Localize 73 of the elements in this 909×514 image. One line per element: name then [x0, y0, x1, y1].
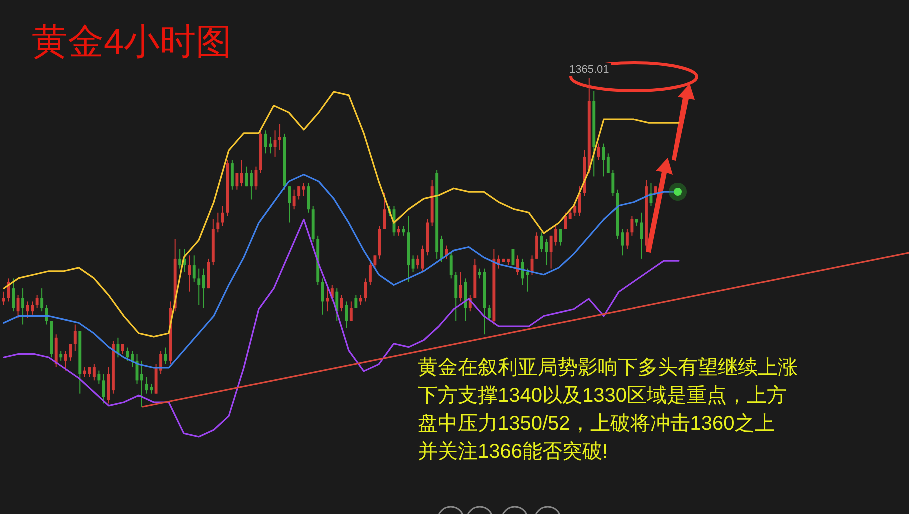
candlestick — [578, 186, 582, 217]
candlestick — [2, 291, 6, 306]
candlestick — [22, 288, 25, 326]
candlestick — [559, 228, 562, 246]
title: 黄金4小时图 — [32, 21, 232, 62]
candlestick — [564, 212, 568, 230]
text: 1365.01 — [569, 64, 610, 76]
candlestick — [368, 262, 372, 286]
candlestick — [230, 160, 234, 190]
candlestick — [416, 255, 420, 270]
candlestick — [364, 278, 368, 302]
candlestick — [16, 294, 20, 319]
candlestick — [40, 288, 44, 312]
annotation: 盘中压力1350/52，上破将冲击1360之上 — [418, 413, 775, 435]
candlestick — [188, 255, 192, 292]
candlestick — [36, 294, 39, 309]
candlestick — [216, 212, 220, 234]
candlestick — [326, 288, 330, 312]
candlestick — [192, 255, 196, 282]
candlestick — [345, 301, 348, 329]
candlestick — [245, 166, 248, 188]
candlestick — [74, 324, 77, 352]
candlestick — [307, 182, 310, 214]
candlestick — [288, 186, 292, 224]
candlestick — [626, 228, 629, 250]
candlestick — [640, 212, 644, 260]
candlestick — [221, 206, 224, 227]
candlestick — [568, 209, 572, 220]
candlestick — [354, 294, 358, 309]
candlestick — [450, 252, 453, 280]
candlestick — [302, 182, 306, 197]
candlestick — [60, 350, 63, 362]
candlestick — [459, 272, 462, 302]
candlestick — [445, 245, 448, 260]
candlestick — [202, 268, 206, 309]
candlestick — [350, 301, 353, 322]
candlestick — [250, 170, 253, 200]
candlestick — [398, 226, 400, 236]
candlestick — [612, 170, 615, 197]
candlestick — [597, 143, 600, 161]
candlestick — [12, 278, 15, 312]
candlestick — [298, 186, 301, 200]
candlestick — [359, 294, 362, 306]
candlestick — [150, 383, 154, 394]
candlestick — [140, 360, 144, 408]
candlestick — [454, 272, 458, 322]
candlestick — [340, 294, 344, 312]
annotation: 下方支撑1340以及1330区域是重点，上方 — [418, 384, 787, 407]
candlestick — [602, 143, 606, 178]
candlestick — [374, 255, 377, 270]
candlestick — [630, 216, 634, 236]
candlestick — [178, 248, 182, 270]
candlestick — [574, 202, 577, 217]
candlestick — [240, 160, 244, 188]
annotation: 黄金在叙利亚局势影响下多头有望继续上涨 — [418, 357, 798, 379]
candlestick — [488, 304, 491, 322]
candlestick — [98, 370, 101, 384]
candlestick — [102, 374, 106, 404]
candlestick — [164, 347, 168, 365]
candlestick — [269, 136, 272, 154]
candlestick — [412, 255, 415, 273]
candlestick — [278, 124, 282, 151]
candlestick — [236, 172, 239, 190]
candlestick — [440, 235, 444, 263]
candlestick — [131, 350, 134, 368]
text: 并关注1366能否突破! — [418, 441, 608, 463]
candlestick — [536, 232, 538, 260]
candlestick — [321, 278, 324, 316]
candlestick — [606, 153, 610, 174]
candlestick — [92, 364, 96, 382]
candlestick — [292, 189, 296, 210]
candlestick — [198, 268, 201, 306]
candlestick — [526, 268, 529, 292]
